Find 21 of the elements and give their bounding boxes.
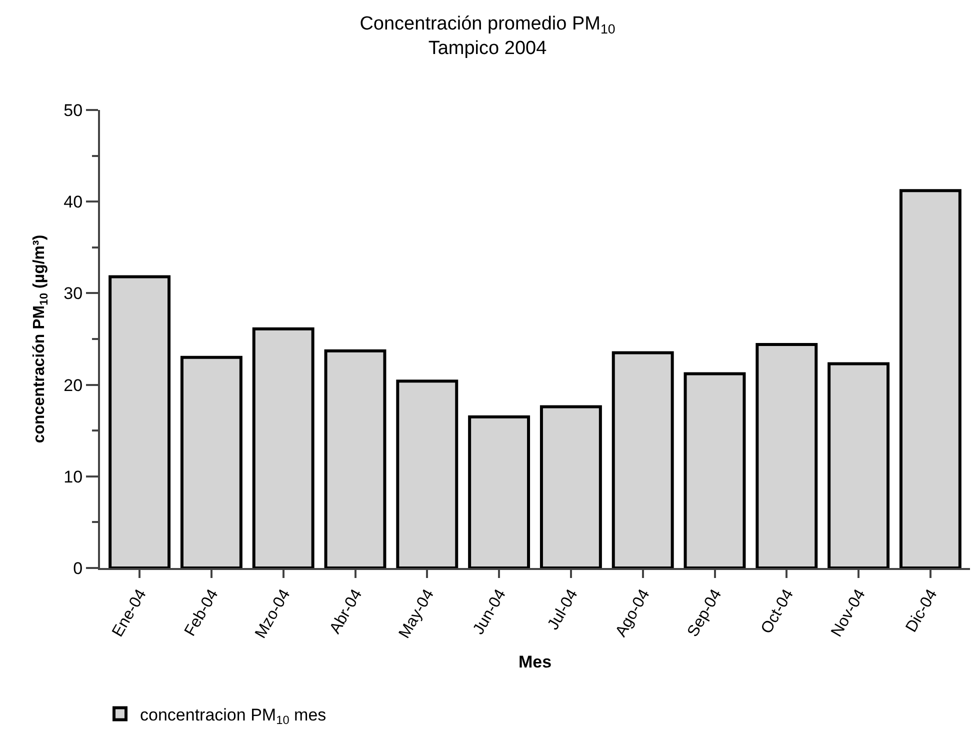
x-axis-title: Mes	[518, 652, 552, 672]
bar	[899, 189, 962, 568]
y-tick-label: 50	[64, 100, 83, 120]
bar	[108, 275, 171, 568]
bar	[396, 380, 458, 568]
bar	[324, 349, 386, 568]
y-tick-label: 30	[64, 284, 83, 304]
chart-title: Concentración promedio PM$_{10}$ Tampico 2004	[360, 14, 616, 60]
bar	[756, 343, 818, 568]
y-tick-label: 0	[73, 558, 83, 578]
bar	[828, 362, 890, 568]
legend-label: concentracion PM$_{10}$ mes	[140, 705, 326, 727]
y-tick-label: 10	[64, 467, 83, 486]
bar	[180, 356, 242, 568]
y-tick-label: 40	[64, 192, 83, 212]
bar	[540, 405, 602, 568]
bar	[252, 327, 314, 568]
bar	[612, 351, 674, 568]
bar	[684, 372, 746, 568]
bar	[468, 415, 530, 568]
y-tick-label: 20	[64, 376, 83, 395]
